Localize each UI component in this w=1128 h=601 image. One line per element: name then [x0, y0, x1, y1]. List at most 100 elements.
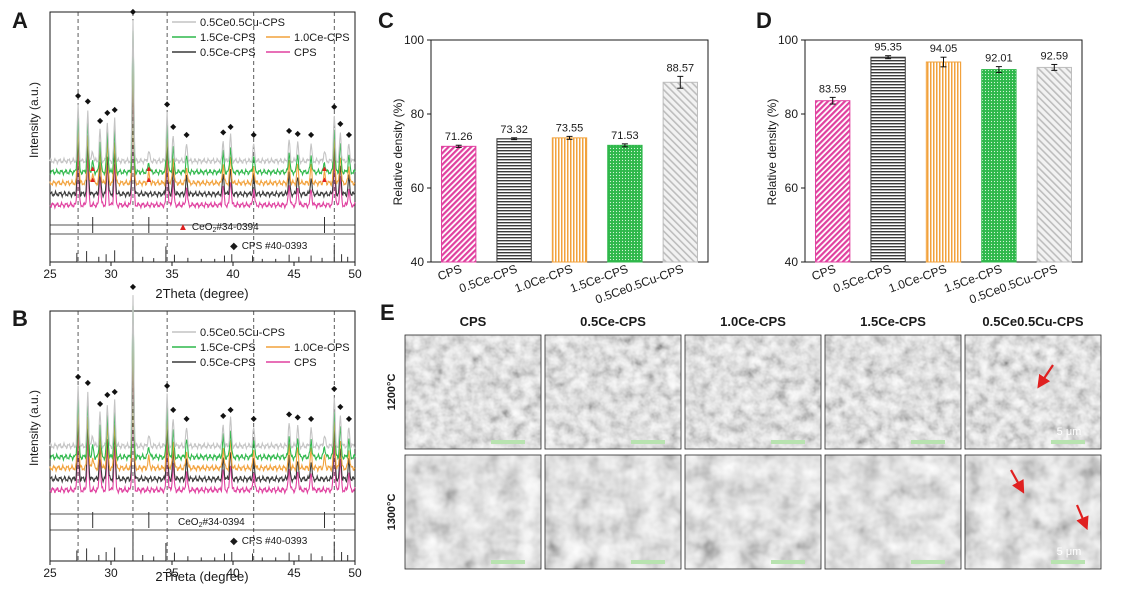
cps-peak-diamond-icon: ◆ [220, 127, 227, 136]
cps-peak-diamond-icon: ◆ [130, 282, 137, 291]
red-arrow-icon [1037, 364, 1054, 389]
bar-chart-d: 40 60 80 100 83.59 95.35 94.05 92.01 92.59 CPS0… [765, 33, 1083, 307]
cps-peak-diamond-icon: ◆ [184, 130, 191, 139]
cps-peak-diamond-icon: ◆ [85, 378, 92, 387]
cps-diamond-icon: ◆ [230, 241, 238, 252]
sem-image [824, 454, 962, 570]
x-tick-label: 25 [43, 566, 57, 580]
panel-label-d: D [756, 8, 772, 33]
cps-peak-diamond-icon: ◆ [331, 384, 338, 393]
ceo2-peak-triangle-icon: ▲ [89, 164, 97, 173]
bar-value-label: 92.01 [985, 53, 1013, 65]
panel-label-a: A [12, 8, 28, 33]
panel-label-e: E [380, 300, 395, 325]
sem-row-header: 1200°C [386, 374, 398, 411]
xrd-trace-cps [49, 64, 356, 210]
y-tick-label: 80 [411, 107, 425, 121]
cps-peak-diamond-icon: ◆ [251, 130, 258, 139]
sem-micrograph [685, 335, 821, 449]
ceo2-b-label-prefix: CeO [178, 517, 199, 528]
xrd-a-traces [49, 20, 356, 210]
sem-image [544, 334, 682, 450]
ceo2-label-suffix: #34-0394 [216, 222, 259, 233]
ceo2-peak-triangle-icon: ▲ [89, 175, 97, 184]
scale-label: 5 μm [1057, 546, 1082, 558]
bar-value-label: 92.59 [1041, 50, 1069, 62]
xrd-b-legend: 0.5Ce0.5Cu-CPS 1.5Ce-CPS 1.0Ce-CPS 0.5Ce… [172, 327, 350, 369]
legend-b-label-ce10: 1.0Ce-CPS [294, 342, 350, 354]
scale-bar [911, 560, 945, 564]
sem-micrograph [545, 455, 681, 569]
scale-bar [491, 440, 525, 444]
bar-05ce05cu-cps [1036, 66, 1072, 263]
bar-d-categories: CPS0.5Ce-CPS1.0Ce-CPS1.5Ce-CPS0.5Ce0.5Cu… [810, 262, 1060, 307]
cps-peak-diamond-icon: ◆ [227, 122, 234, 131]
legend-label-cecu: 0.5Ce0.5Cu-CPS [200, 17, 285, 29]
cps-peak-diamond-icon: ◆ [112, 387, 119, 396]
scale-bar [631, 560, 665, 564]
bar-c-bars: 71.26 73.32 73.55 71.53 88.57 [441, 62, 698, 263]
ceo2-peak-triangle-icon: ▲ [145, 164, 153, 173]
scale-bar [1051, 440, 1085, 444]
sem-border [684, 454, 822, 570]
cps-peak-diamond-icon: ◆ [220, 411, 227, 420]
ceo2-b-label-sub: 2 [199, 522, 203, 529]
sem-column-header: CPS [460, 314, 487, 329]
sem-border [544, 334, 682, 450]
sem-column-header: 1.5Ce-CPS [860, 314, 926, 329]
scale-bar [1051, 560, 1085, 564]
category-label: 0.5Ce-CPS [457, 262, 519, 296]
bar-10ce-cps [925, 61, 962, 263]
cps-peak-diamond-icon: ◆ [85, 97, 92, 106]
xrd-a-ceo2-ref-label: ▲ CeO2#34-0394 [178, 222, 259, 234]
xrd-a-reference-lines [76, 217, 349, 262]
legend-b-label-ce15: 1.5Ce-CPS [200, 342, 256, 354]
sem-image: 5 μm [964, 334, 1102, 450]
cps-peak-diamond-icon: ◆ [97, 116, 104, 125]
cps-peak-diamond-icon: ◆ [346, 414, 353, 423]
xrd-trace-15ce-cps [49, 305, 356, 463]
y-tick-label: 100 [404, 33, 424, 47]
bar-d-ylabel: Relative density (%) [765, 99, 779, 206]
sem-micrograph [825, 455, 961, 569]
xrd-chart-a: 0.5Ce0.5Cu-CPS 1.5Ce-CPS 1.0Ce-CPS 0.5Ce… [27, 7, 362, 301]
red-arrow-icon [1075, 504, 1089, 531]
x-tick-label: 25 [43, 267, 57, 281]
xrd-b-ylabel: Intensity (a.u.) [27, 390, 41, 466]
scale-bar [911, 440, 945, 444]
bar-c-y-ticks: 40 60 80 100 [404, 33, 431, 269]
scale-bar [491, 560, 525, 564]
xrd-b-peak-markers: ◆◆◆◆ ◆◆◆◆◆ ◆◆◆ ◆ ◆ ◆◆◆◆ [75, 282, 353, 423]
sem-border [684, 334, 822, 450]
bar-15ce-cps [981, 69, 1017, 263]
category-label: CPS [436, 262, 464, 284]
sem-row-headers: 1200°C 1300°C [386, 374, 398, 531]
xrd-a-ylabel: Intensity (a.u.) [27, 82, 41, 158]
x-tick-label: 30 [104, 566, 118, 580]
sem-border [964, 334, 1102, 450]
cps-b-ref-text: CPS #40-0393 [242, 536, 308, 547]
sem-micrograph [405, 335, 541, 449]
sem-micrograph [405, 455, 541, 569]
cps-peak-diamond-icon: ◆ [75, 91, 82, 100]
sem-column-header: 1.0Ce-CPS [720, 314, 786, 329]
xrd-b-frame [49, 310, 356, 562]
x-tick-label: 45 [287, 267, 301, 281]
bar-05ce-cps [870, 56, 906, 263]
sem-micrograph [965, 455, 1101, 569]
bar-15ce-cps [607, 144, 643, 263]
xrd-b-x-ticks: 25 30 35 40 45 50 [43, 561, 362, 580]
cps-peak-diamond-icon: ◆ [97, 399, 104, 408]
sem-row-header: 1300°C [386, 494, 398, 531]
sem-image [404, 334, 542, 450]
bar-05ce05cu-cps [662, 81, 698, 263]
sem-grid: CPS 0.5Ce-CPS 1.0Ce-CPS 1.5Ce-CPS 0.5Ce0.5Cu… [386, 314, 1102, 570]
scale-bar [631, 440, 665, 444]
sem-border [404, 454, 542, 570]
cps-peak-diamond-icon: ◆ [130, 7, 137, 16]
cps-peak-diamond-icon: ◆ [346, 130, 353, 139]
cps-peak-diamond-icon: ◆ [286, 126, 293, 135]
bar-value-label: 71.26 [445, 131, 473, 143]
